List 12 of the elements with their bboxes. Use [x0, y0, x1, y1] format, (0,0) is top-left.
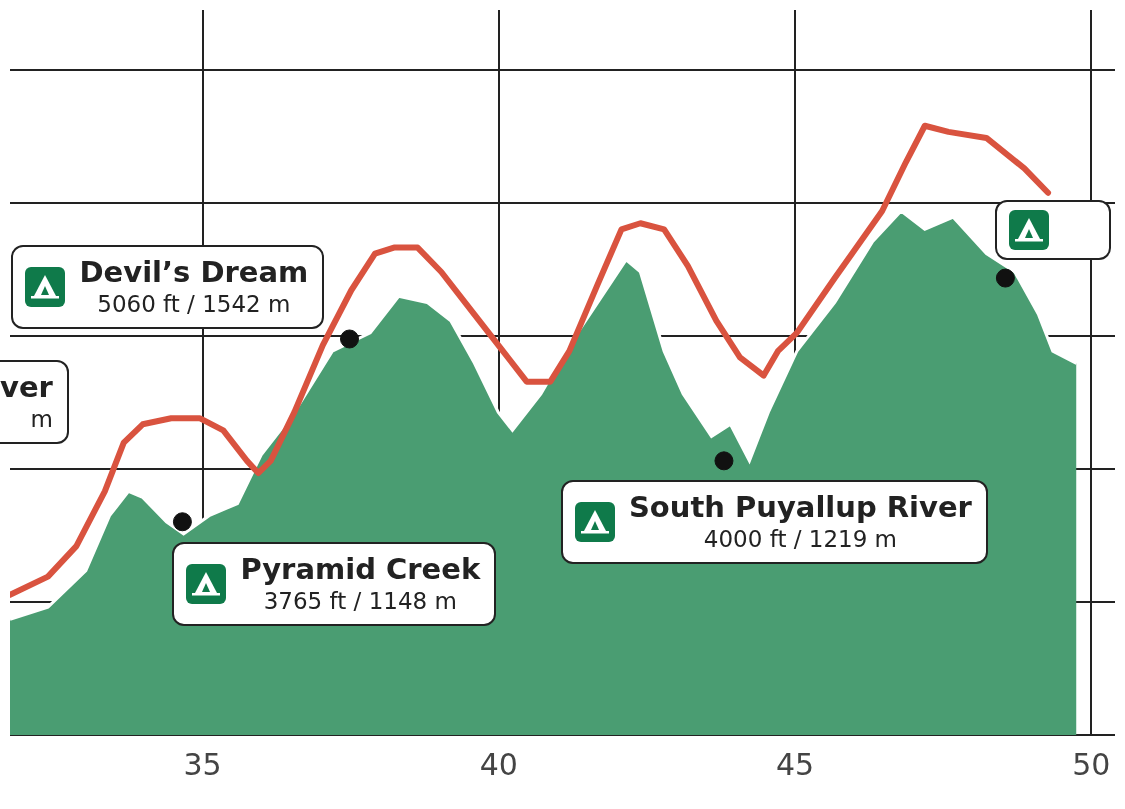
- annotation: ver m: [0, 370, 53, 434]
- x-tick-label: 40: [479, 746, 518, 782]
- annotation: Pyramid Creek 3765 ft / 1148 m: [240, 551, 481, 616]
- x-tick-label: 35: [183, 746, 222, 782]
- point: [340, 329, 359, 349]
- annotation: Devil’s Dream 5060 ft / 1542 m: [79, 254, 309, 319]
- point: [714, 451, 734, 471]
- x-tick-label: 45: [775, 746, 815, 782]
- point: [172, 512, 192, 532]
- annotation: South Puyallup River 4000 ft / 1219 m: [628, 489, 972, 554]
- x-tick-label: 50: [1072, 746, 1111, 782]
- point: [995, 268, 1015, 288]
